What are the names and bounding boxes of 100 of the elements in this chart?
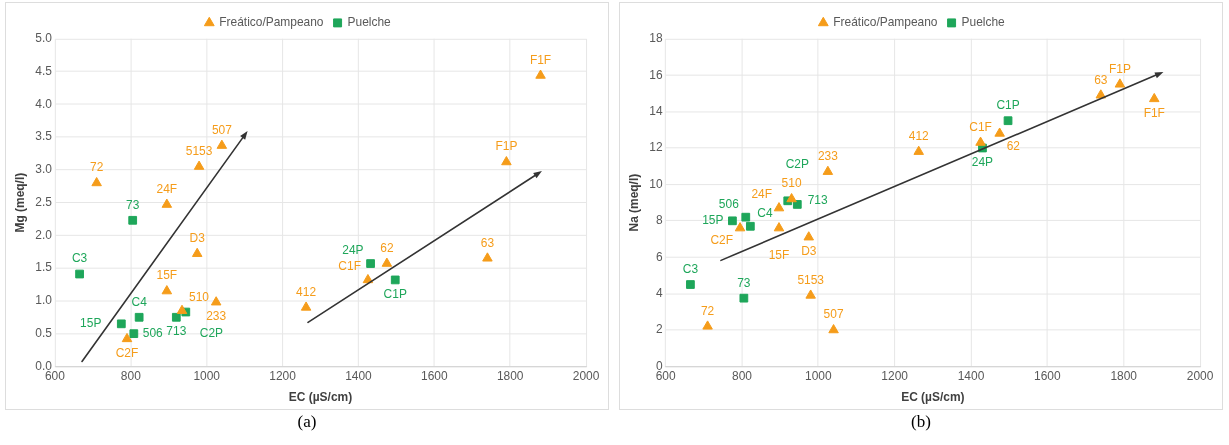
x-tick-label: 1200	[269, 368, 297, 383]
annotation: F1P	[1108, 61, 1131, 76]
annotation: C3	[71, 251, 88, 266]
point	[482, 252, 493, 262]
x-tick-label: 1800	[1110, 368, 1138, 383]
point	[1149, 92, 1160, 103]
y-tick-label: 2	[655, 322, 663, 337]
point	[739, 293, 749, 303]
point	[773, 202, 785, 212]
legend-label: Freático/Pampeano	[219, 15, 324, 30]
point	[535, 69, 546, 79]
annotation: C1F	[969, 119, 992, 134]
annotation: C3	[682, 261, 699, 276]
point	[734, 222, 746, 232]
annotation: C1P	[996, 98, 1020, 113]
annotation: C2P	[199, 326, 224, 341]
point	[390, 275, 400, 285]
annotation: F1F	[529, 52, 552, 67]
point	[300, 301, 312, 311]
point	[686, 280, 695, 289]
point	[75, 269, 84, 279]
annotation: 72	[700, 303, 715, 318]
annotation: 62	[380, 240, 394, 255]
legend-label: Puelche	[961, 15, 1006, 30]
x-axis-title: EC (µS/cm)	[288, 390, 353, 405]
y-tick-label: 8	[655, 213, 663, 228]
y-tick-label: 4	[655, 285, 663, 300]
text: (a)	[297, 412, 317, 432]
annotation: 72	[90, 160, 104, 175]
point	[210, 296, 222, 306]
x-tick-label: 1200	[881, 368, 909, 383]
annotation: C2F	[710, 233, 734, 248]
annotation: 506	[142, 325, 164, 340]
point	[786, 193, 797, 203]
point	[828, 324, 839, 334]
y-tick-label: 2.0	[35, 227, 53, 242]
annotation: 15F	[768, 248, 790, 263]
annotation: 24F	[156, 181, 178, 196]
point	[116, 319, 126, 329]
annotation: 233	[817, 149, 839, 164]
annotation: 510	[189, 290, 210, 305]
annotation: 507	[823, 307, 844, 322]
point	[975, 136, 986, 146]
point	[728, 216, 737, 226]
y-tick-label: 12	[649, 140, 663, 155]
point	[702, 320, 713, 330]
annotation: 713	[166, 324, 187, 339]
legend-label: Freático/Pampeano	[833, 15, 938, 30]
point	[121, 332, 133, 343]
point	[803, 231, 815, 241]
y-axis-title: Na (meq/l)	[627, 173, 642, 232]
point	[994, 127, 1005, 137]
x-tick-label: 800	[120, 368, 142, 383]
y-tick-label: 4.0	[35, 96, 53, 111]
annotation: 24P	[971, 155, 994, 170]
x-tick-label: 1000	[805, 368, 832, 383]
x-tick-label: 2000	[1186, 368, 1214, 383]
point	[176, 304, 188, 314]
point	[501, 156, 512, 166]
text: (b)	[911, 412, 931, 432]
annotation: C1P	[383, 287, 407, 302]
point	[134, 312, 144, 322]
annotation: 506	[718, 196, 740, 211]
point	[822, 165, 834, 175]
annotation: D3	[189, 231, 206, 246]
point	[805, 289, 816, 299]
y-tick-label: 10	[649, 176, 663, 191]
point	[129, 329, 139, 339]
point	[773, 222, 785, 232]
point	[161, 285, 173, 295]
y-tick-label: 5.0	[35, 31, 53, 46]
x-tick-label: 1600	[421, 368, 448, 383]
point	[91, 176, 102, 187]
x-tick-label: 1600	[1034, 368, 1062, 383]
annotation: 73	[126, 197, 140, 212]
y-tick-label: 4.5	[35, 63, 53, 78]
annotation: 73	[737, 275, 751, 290]
annotation: 233	[206, 309, 227, 324]
annotation: 62	[1006, 138, 1021, 153]
y-axis-title: Mg (meq/l)	[13, 172, 28, 233]
annotation: 713	[807, 193, 828, 208]
y-tick-label: 1.5	[35, 260, 53, 275]
annotation: 412	[296, 284, 317, 299]
point	[193, 160, 205, 170]
y-tick-label: 16	[649, 67, 663, 82]
point	[741, 212, 751, 222]
y-tick-label: 6	[655, 249, 663, 264]
x-tick-label: 1800	[496, 368, 524, 383]
x-tick-label: 1400	[957, 368, 985, 383]
y-tick-label: 14	[649, 103, 663, 118]
annotation: C1F	[338, 259, 361, 274]
point	[216, 139, 228, 149]
y-tick-label: 1.0	[35, 293, 53, 308]
point	[191, 247, 203, 257]
point	[1114, 78, 1126, 88]
annotation: C2F	[115, 346, 139, 361]
annotation: 15P	[80, 316, 102, 331]
legend-label: Puelche	[347, 15, 392, 30]
annotation: 63	[1094, 72, 1108, 87]
annotation: 15F	[156, 268, 178, 283]
